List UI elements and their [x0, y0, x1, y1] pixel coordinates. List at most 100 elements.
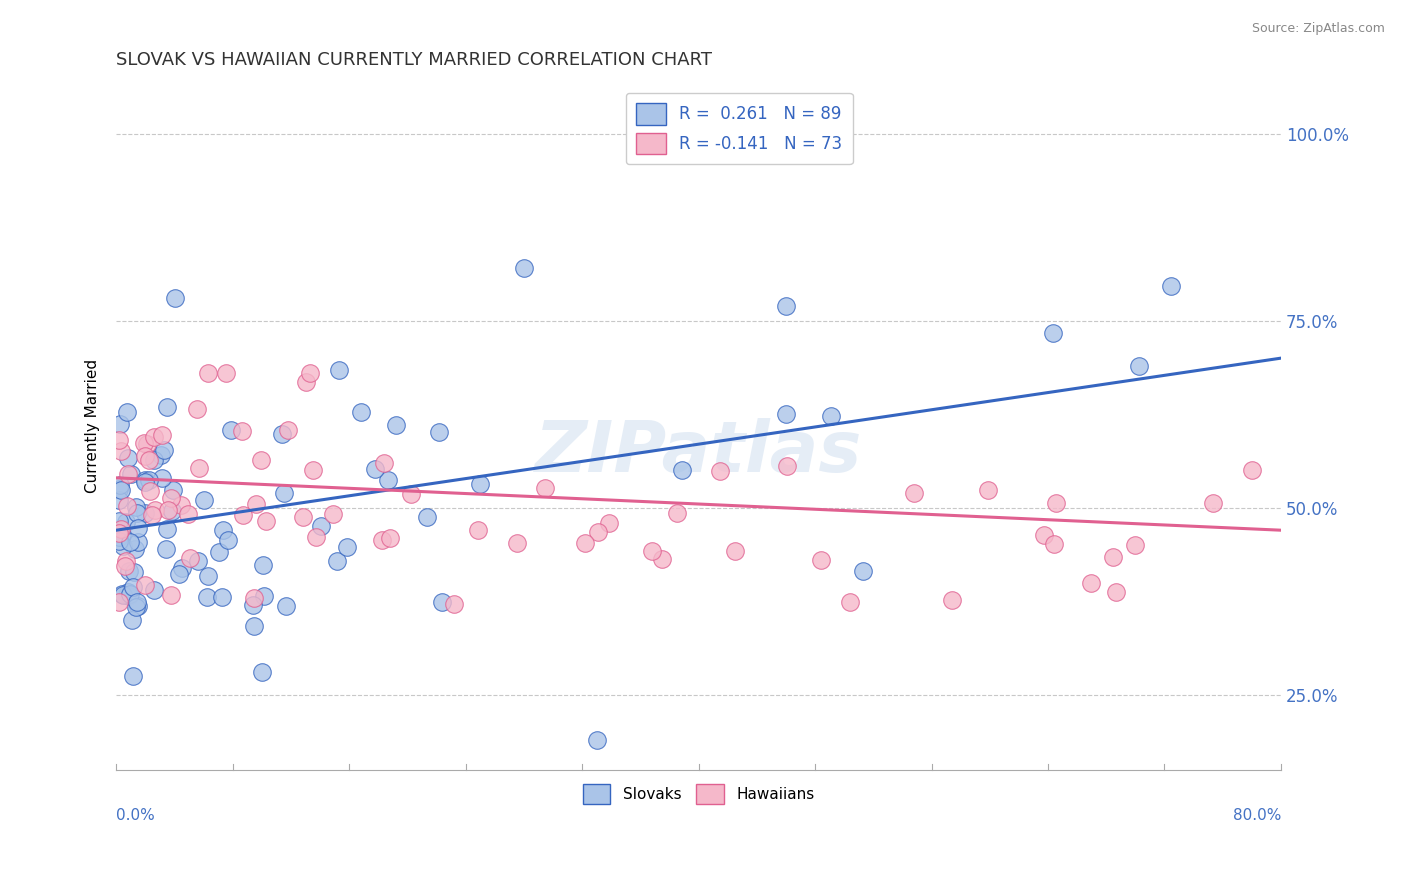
Point	[1160, 279, 1182, 293]
Text: 0.0%: 0.0%	[117, 808, 155, 823]
Point	[399, 486, 422, 500]
Point	[1042, 326, 1064, 341]
Point	[242, 598, 264, 612]
Point	[305, 530, 328, 544]
Point	[108, 482, 131, 496]
Point	[336, 540, 359, 554]
Point	[325, 554, 347, 568]
Point	[309, 519, 332, 533]
Point	[467, 523, 489, 537]
Point	[302, 463, 325, 477]
Point	[211, 590, 233, 604]
Point	[127, 521, 149, 535]
Point	[111, 527, 134, 541]
Point	[117, 467, 139, 482]
Point	[709, 464, 731, 478]
Point	[1105, 585, 1128, 599]
Point	[243, 591, 266, 605]
Point	[170, 498, 193, 512]
Point	[118, 535, 141, 549]
Point	[118, 565, 141, 579]
Point	[142, 582, 165, 597]
Point	[143, 430, 166, 444]
Point	[724, 544, 747, 558]
Point	[250, 452, 273, 467]
Point	[160, 491, 183, 506]
Point	[598, 516, 620, 531]
Point	[775, 299, 797, 313]
Point	[160, 588, 183, 602]
Point	[110, 443, 132, 458]
Point	[186, 402, 208, 417]
Point	[295, 375, 318, 389]
Point	[468, 476, 491, 491]
Point	[143, 503, 166, 517]
Point	[117, 585, 139, 599]
Point	[1128, 359, 1150, 373]
Point	[207, 545, 229, 559]
Point	[1102, 549, 1125, 564]
Point	[371, 533, 394, 547]
Point	[1032, 528, 1054, 542]
Point	[586, 524, 609, 539]
Point	[250, 665, 273, 680]
Point	[150, 470, 173, 484]
Point	[232, 508, 254, 522]
Point	[321, 507, 343, 521]
Point	[328, 363, 350, 377]
Point	[115, 515, 138, 529]
Point	[172, 561, 194, 575]
Text: Source: ZipAtlas.com: Source: ZipAtlas.com	[1251, 22, 1385, 36]
Point	[292, 510, 315, 524]
Point	[110, 522, 132, 536]
Point	[271, 427, 294, 442]
Point	[141, 508, 163, 522]
Point	[378, 531, 401, 545]
Point	[139, 483, 162, 498]
Point	[1080, 575, 1102, 590]
Point	[377, 473, 399, 487]
Point	[125, 595, 148, 609]
Point	[134, 506, 156, 520]
Point	[298, 366, 321, 380]
Point	[108, 595, 131, 609]
Point	[110, 477, 132, 491]
Point	[254, 515, 277, 529]
Point	[574, 536, 596, 550]
Point	[108, 534, 131, 549]
Point	[125, 506, 148, 520]
Point	[810, 553, 832, 567]
Point	[274, 599, 297, 614]
Point	[156, 400, 179, 414]
Point	[136, 437, 159, 451]
Point	[156, 522, 179, 536]
Point	[212, 523, 235, 537]
Point	[852, 564, 875, 578]
Point	[121, 613, 143, 627]
Point	[177, 508, 200, 522]
Point	[665, 506, 688, 520]
Point	[219, 423, 242, 437]
Point	[193, 492, 215, 507]
Point	[197, 569, 219, 583]
Point	[443, 597, 465, 611]
Point	[118, 590, 141, 604]
Point	[253, 589, 276, 603]
Point	[903, 486, 925, 500]
Point	[125, 500, 148, 514]
Point	[820, 409, 842, 423]
Point	[149, 449, 172, 463]
Point	[273, 486, 295, 500]
Point	[651, 551, 673, 566]
Point	[127, 599, 149, 614]
Point	[150, 428, 173, 442]
Point	[364, 462, 387, 476]
Point	[114, 558, 136, 573]
Point	[1123, 538, 1146, 552]
Point	[252, 558, 274, 572]
Point	[197, 366, 219, 380]
Point	[373, 456, 395, 470]
Point	[134, 475, 156, 489]
Point	[416, 509, 439, 524]
Point	[427, 425, 450, 439]
